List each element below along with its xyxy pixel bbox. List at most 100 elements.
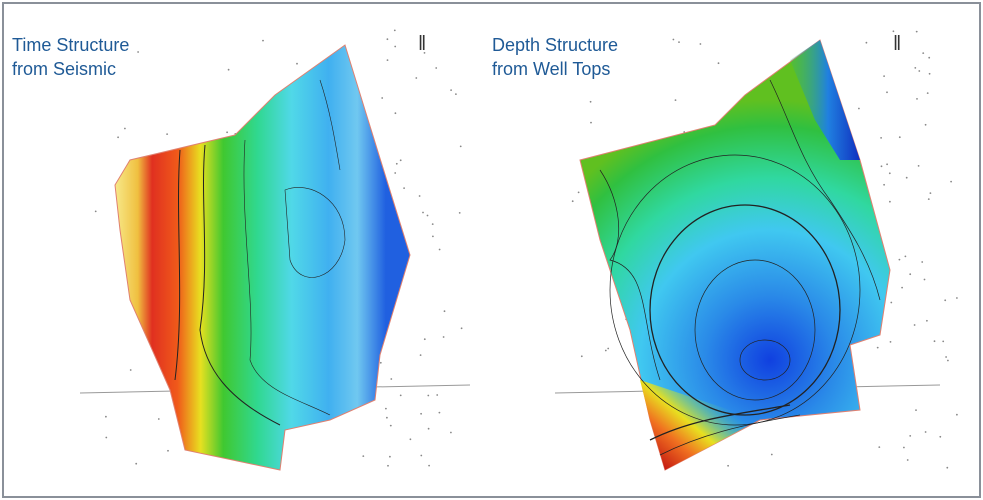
well-dot <box>947 359 949 362</box>
well-dot <box>933 340 936 343</box>
well-dot <box>436 394 439 396</box>
well-dot <box>389 455 391 458</box>
well-dot <box>390 378 393 380</box>
well-dot <box>917 165 920 167</box>
well-dot <box>589 100 592 103</box>
well-dot <box>903 446 905 449</box>
well-dot <box>387 464 389 467</box>
well-dot <box>865 41 868 44</box>
well-dot <box>438 248 441 251</box>
well-dot <box>915 409 917 411</box>
well-dot <box>135 462 138 465</box>
svg-text:‖: ‖ <box>893 33 901 55</box>
well-dot <box>926 92 929 94</box>
well-dot <box>770 453 773 456</box>
well-dot <box>362 455 365 457</box>
well-dot <box>409 438 412 441</box>
well-dot <box>386 416 388 419</box>
well-dot <box>727 464 729 467</box>
well-dot <box>942 340 945 343</box>
well-dot <box>921 261 924 263</box>
map-deep-zone <box>790 40 860 160</box>
well-dot <box>928 72 931 75</box>
well-dot <box>892 30 895 33</box>
well-dot <box>898 136 901 139</box>
time-structure-map <box>114 44 411 471</box>
well-dot <box>946 466 949 469</box>
well-dot <box>913 324 916 326</box>
well-dot <box>916 98 918 100</box>
well-dot <box>928 56 931 59</box>
well-dot <box>898 258 901 261</box>
well-dot <box>909 435 912 437</box>
well-dot <box>227 68 230 71</box>
well-dot <box>435 67 438 69</box>
map-shallow-zone <box>640 380 760 470</box>
well-dot <box>956 413 958 416</box>
well-dot <box>939 435 942 438</box>
well-dot <box>379 361 382 364</box>
well-dot <box>431 223 434 226</box>
well-dot <box>296 62 298 65</box>
well-dot <box>858 107 860 110</box>
depth-structure-map <box>579 39 891 471</box>
well-dot <box>956 297 958 299</box>
well-dot <box>418 195 421 197</box>
well-dot <box>590 121 592 124</box>
panel-title: Time Structure from Seismic <box>12 33 129 81</box>
well-dot <box>922 52 925 54</box>
well-dot <box>945 356 947 358</box>
well-dot <box>918 70 921 72</box>
well-dot <box>674 99 677 101</box>
well-dot <box>129 369 132 371</box>
well-dot <box>914 67 917 69</box>
well-dot <box>883 75 885 77</box>
well-dot <box>157 418 160 420</box>
contours <box>599 79 881 456</box>
well-dot <box>883 183 885 186</box>
well-dot <box>886 163 888 166</box>
well-dot <box>580 355 583 358</box>
well-dot <box>915 30 918 33</box>
well-dot <box>927 198 930 201</box>
well-dot <box>427 427 430 430</box>
well-dot <box>450 89 452 91</box>
well-dot <box>394 172 397 174</box>
panel-title: Depth Structure from Well Tops <box>492 33 618 81</box>
well-dot <box>904 255 907 258</box>
well-dot <box>137 51 140 53</box>
well-dot <box>420 454 423 457</box>
well-dot <box>423 338 426 341</box>
well-dot <box>944 299 947 302</box>
well-dot <box>909 273 912 276</box>
title-line: Depth Structure <box>492 35 619 55</box>
well-dot <box>105 436 108 439</box>
well-dot <box>717 62 720 65</box>
well-symbols: ‖ ‖ <box>418 33 901 55</box>
well-dot <box>442 336 445 338</box>
title-line: Time Structure <box>12 35 130 55</box>
well-dot <box>166 133 169 136</box>
well-dot <box>386 38 389 41</box>
well-dot <box>604 349 607 352</box>
well-dot <box>394 112 397 115</box>
well-dot <box>929 192 932 195</box>
well-dot <box>878 446 881 448</box>
well-dot <box>459 145 462 148</box>
well-dot <box>403 187 405 190</box>
well-dot <box>386 59 389 61</box>
well-dot <box>577 191 580 194</box>
well-dot <box>950 180 952 183</box>
well-dot <box>901 286 903 289</box>
well-dot <box>399 394 402 397</box>
contours <box>174 79 346 426</box>
svg-text:‖: ‖ <box>418 33 426 55</box>
well-dot <box>888 172 891 175</box>
well-dot <box>422 211 424 214</box>
well-dot <box>415 77 418 79</box>
well-dot <box>889 200 891 203</box>
well-dot <box>124 127 126 130</box>
well-dot <box>226 131 229 134</box>
